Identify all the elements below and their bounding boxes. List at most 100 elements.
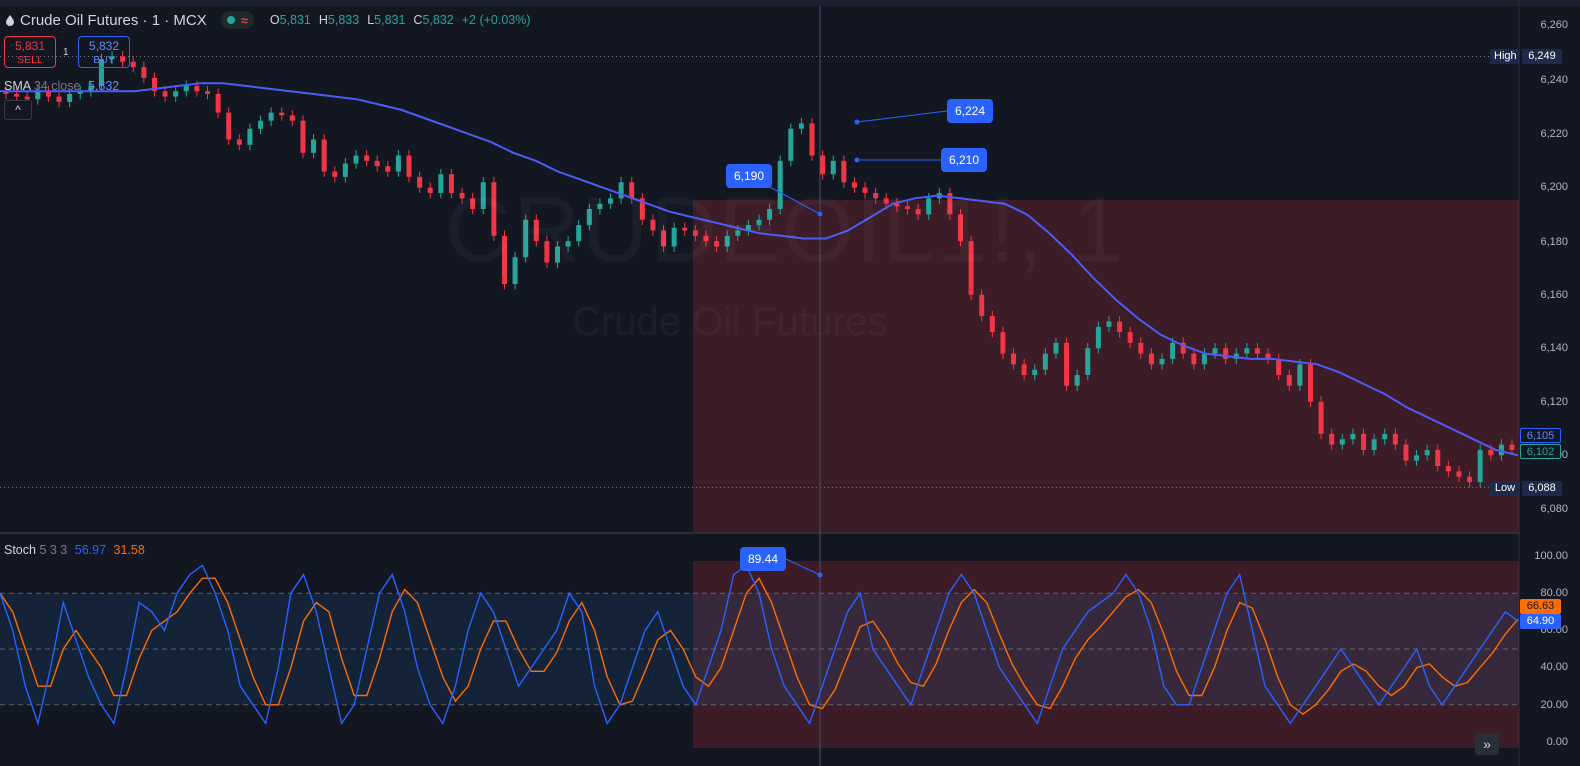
sma-name: SMA [4, 79, 31, 93]
candle-body [427, 187, 433, 193]
candle-body [1095, 326, 1101, 349]
candle-body [56, 96, 62, 102]
candle-body [1042, 353, 1048, 370]
candle-body [258, 120, 264, 129]
stoch-tick: 40.00 [1540, 661, 1568, 673]
ohlc-close-value: 5,832 [422, 13, 454, 27]
candle-body [1180, 342, 1186, 354]
candle-body [1297, 364, 1303, 386]
stoch-tick: 20.00 [1540, 699, 1568, 711]
ohlc-open-label: O [269, 13, 280, 27]
candle-body [45, 91, 51, 97]
candle-body [1233, 353, 1239, 359]
range-zone-stoch [693, 561, 1519, 748]
candle-body [1148, 353, 1154, 365]
price-callout[interactable]: 6,224 [947, 99, 994, 123]
pane-separator [0, 532, 1520, 534]
candle-body [109, 56, 115, 60]
candle-body [279, 112, 285, 116]
candle-body [130, 61, 136, 68]
sma-price-tag: 6,105 [1520, 428, 1561, 443]
candle-body [1509, 444, 1515, 450]
price-tick: 6,180 [1540, 236, 1568, 248]
sma-line [0, 82, 1519, 457]
candle-body [756, 219, 762, 226]
candle-body [1329, 433, 1335, 445]
sma-legend[interactable]: SMA 34 close 5,832 [4, 79, 119, 93]
candle-body [777, 160, 783, 210]
double-chevron-right-icon: » [1483, 736, 1491, 752]
candle-body [173, 91, 179, 97]
candle-body [311, 139, 317, 153]
candle-body [1318, 401, 1324, 434]
candle-body [1085, 348, 1091, 375]
candle-body [735, 230, 741, 236]
stoch-callout[interactable]: 89.44 [740, 547, 787, 571]
candle-body [364, 155, 370, 161]
ohlc-close-label: C [413, 13, 423, 27]
last-price-tag: 6,102 [1520, 444, 1561, 459]
candle-body [459, 192, 465, 199]
candle-body [714, 241, 720, 247]
candle-body [1477, 449, 1483, 483]
high-value: 6,249 [1522, 49, 1562, 64]
candle-body [862, 187, 868, 193]
price-tick: 6,120 [1540, 396, 1568, 408]
candle-body [247, 128, 253, 145]
price-tick: 6,240 [1540, 74, 1568, 86]
candle-body [1488, 449, 1494, 456]
symbol-title[interactable]: Crude Oil Futures · 1 · MCX [20, 11, 207, 29]
candle-body [1350, 433, 1356, 440]
candle-body [629, 182, 635, 199]
ohlc-low-label: L [367, 13, 375, 27]
price-callout[interactable]: 6,190 [726, 164, 773, 188]
buy-button[interactable]: 5,832 BUY [78, 36, 130, 68]
candle-body [692, 230, 698, 236]
candle-body [268, 112, 274, 121]
candle-body [35, 91, 41, 100]
sma-polyline [0, 82, 1519, 457]
candle-body [289, 115, 295, 121]
stoch-tick: 0.00 [1546, 736, 1568, 748]
scroll-to-realtime-button[interactable]: » [1475, 733, 1499, 755]
candle-body [576, 225, 582, 242]
candle-body [1117, 321, 1123, 333]
candle-body [1000, 332, 1006, 354]
candle-body [512, 257, 518, 284]
candle-body [162, 91, 168, 97]
price-tick: 6,220 [1540, 128, 1568, 140]
stoch-d-polyline [0, 577, 1519, 715]
candle-body [205, 91, 211, 94]
candle-body [1339, 439, 1345, 445]
price-tick: 6,140 [1540, 342, 1568, 354]
candle-body [958, 214, 964, 242]
market-status-pill[interactable]: ≈ [220, 11, 254, 29]
price-callout[interactable]: 6,210 [941, 148, 988, 172]
candle-body [300, 120, 306, 153]
candle-body [703, 235, 709, 242]
stoch-legend[interactable]: Stoch 5 3 3 56.97 31.58 [4, 543, 145, 557]
oil-drop-icon [6, 14, 14, 26]
candle-body [1127, 332, 1133, 343]
candle-body [98, 59, 104, 86]
candle-body [904, 206, 910, 210]
candle-body [332, 171, 338, 177]
candle-body [1276, 358, 1282, 375]
sell-button[interactable]: 5,831 SELL [4, 36, 56, 68]
candle-body [1021, 364, 1027, 375]
candle-body [926, 198, 932, 215]
candle-body [851, 182, 857, 188]
low-label: Low [1490, 481, 1520, 496]
order-quantity[interactable]: 1 [63, 47, 69, 58]
top-strip [0, 0, 1580, 6]
callout-anchor [854, 119, 860, 125]
candle-body [14, 93, 20, 97]
candle-body [1414, 455, 1420, 461]
candle-body [544, 241, 550, 263]
collapse-legend-button[interactable]: ^ [4, 100, 32, 120]
candle-body [1201, 353, 1207, 365]
candle-body [1467, 476, 1473, 483]
candle-body [1138, 342, 1144, 354]
